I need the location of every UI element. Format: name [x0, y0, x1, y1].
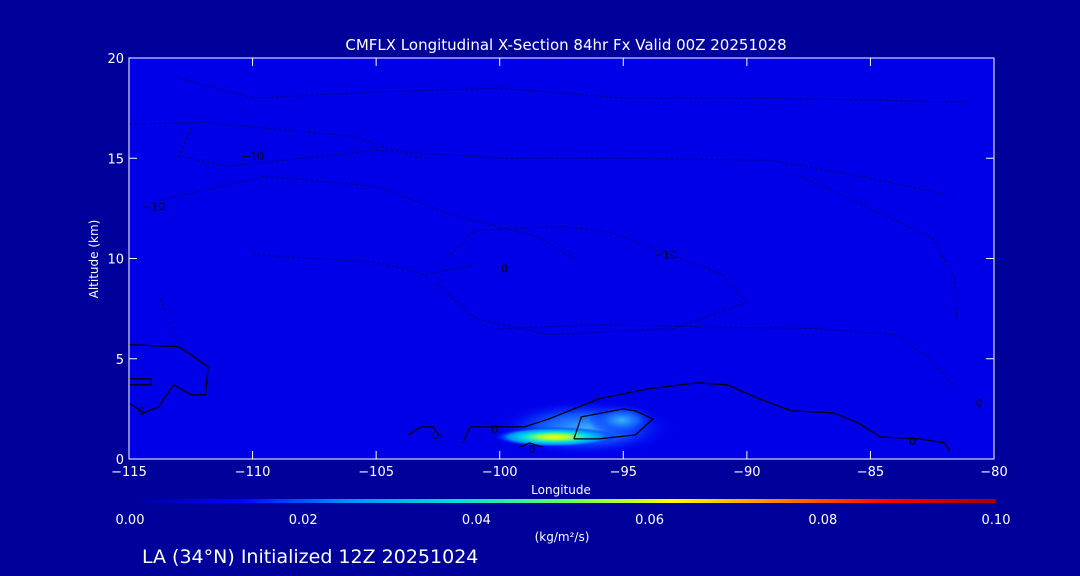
freezing-level-contour	[407, 426, 441, 438]
contour-label: 0	[138, 405, 145, 418]
contour-label: −10	[654, 248, 677, 261]
temperature-contour-dotted	[252, 254, 476, 276]
x-tick-label: −110	[235, 465, 271, 480]
x-axis-label: Longitude	[531, 483, 591, 497]
contour-label: −10	[142, 200, 165, 213]
x-axis: −115 −110 −105 −100 −95 −90 −85 −80	[111, 58, 1008, 480]
temperature-contour-dotted	[158, 294, 184, 343]
plot-area: −10 −10 −10 0 0 0 0 0 0 0	[128, 57, 995, 460]
y-axis-label: Altitude (km)	[87, 220, 101, 299]
y-tick-label: 20	[107, 52, 124, 67]
colorbar-tick-label: 0.08	[808, 513, 837, 528]
contour-label: 0	[528, 443, 535, 456]
y-axis: 0 5 10 15 20	[107, 52, 994, 468]
y-tick-label: 0	[116, 453, 124, 468]
colorbar-strip	[130, 499, 996, 503]
x-tick-label: −95	[610, 465, 637, 480]
temperature-contour-dotted	[499, 324, 958, 390]
temperature-contour-dotted	[796, 173, 958, 319]
y-tick-label: 15	[107, 152, 124, 167]
convective-flux-core	[493, 427, 617, 447]
plot-background	[129, 58, 994, 459]
x-tick-label: −80	[980, 465, 1007, 480]
contour-label: 0	[976, 397, 983, 410]
contour-label: 0	[909, 435, 916, 448]
colorbar: 0.00 0.02 0.04 0.06 0.08 0.10	[116, 499, 1011, 528]
x-tick-label: −90	[733, 465, 760, 480]
contour-label: 0	[501, 263, 508, 276]
x-tick-label: −100	[482, 465, 518, 480]
colorbar-tick-label: 0.10	[982, 513, 1011, 528]
temperature-contour-dotted	[158, 175, 575, 259]
colorbar-tick-label: 0.04	[462, 513, 491, 528]
x-tick-label: −105	[358, 465, 394, 480]
y-tick-label: 10	[107, 253, 124, 268]
station-info: LA (34°N) Initialized 12Z 20251024	[142, 546, 478, 568]
freezing-level-contour	[462, 382, 951, 452]
freezing-level-contour	[128, 344, 209, 414]
x-tick-label: −85	[857, 465, 884, 480]
colorbar-tick-label: 0.06	[635, 513, 664, 528]
contour-label: 0	[432, 429, 439, 442]
y-tick-label: 5	[116, 353, 124, 368]
temperature-contours: −10 −10 −10 0 0 0 0 0 0 0	[128, 77, 983, 456]
colorbar-tick-label: 0.02	[289, 513, 318, 528]
contour-label: 0	[491, 423, 498, 436]
temperature-contour-dotted	[178, 77, 970, 103]
freezing-level-contour	[129, 378, 152, 386]
freezing-level-contour	[519, 442, 542, 448]
freezing-level-contour	[573, 408, 655, 440]
colorbar-tick-label: 0.00	[116, 513, 145, 528]
x-tick-label: −115	[111, 465, 147, 480]
chart-title: CMFLX Longitudinal X-Section 84hr Fx Val…	[345, 36, 786, 54]
contour-label: −10	[241, 150, 264, 163]
colorbar-units: (kg/m²/s)	[535, 530, 590, 544]
